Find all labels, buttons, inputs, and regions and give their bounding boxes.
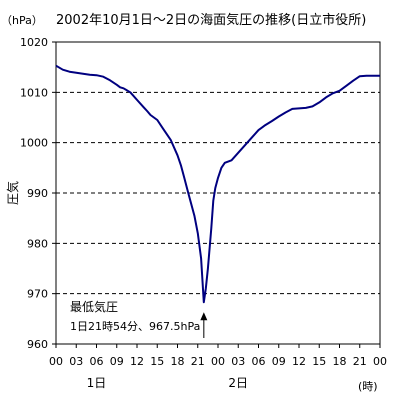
chart-title: 2002年10月1日～2日の海面気圧の推移(日立市役所) [56,12,366,28]
x-tick-label: 09 [110,355,124,368]
x-tick-label: 00 [211,355,225,368]
y-tick-label: 1010 [20,86,48,99]
annotation-line-2: 1日21時54分、967.5hPa [70,320,200,333]
x-tick-label: 21 [353,355,367,368]
day-label: 1日 [87,376,107,390]
pressure-series-line [55,64,380,304]
x-tick-label: 21 [191,355,205,368]
y-tick-label: 970 [27,288,48,301]
x-tick-label: 18 [171,355,185,368]
x-tick-label: 12 [292,355,306,368]
x-tick-label: 06 [252,355,266,368]
x-tick-label: 15 [150,355,164,368]
y-tick-label: 1020 [20,36,48,49]
x-tick-label: 09 [272,355,286,368]
unit-label: （hPa） [1,14,43,27]
y-tick-label: 990 [27,187,48,200]
x-tick-label: 00 [49,355,63,368]
annotation-arrowhead [200,312,208,321]
y-tick-label: 1000 [20,137,48,150]
x-tick-label: 18 [333,355,347,368]
day-label: 2日 [228,376,248,390]
y-tick-label: 960 [27,338,48,351]
y-axis-label: 圧気 [5,181,20,205]
x-tick-label: 06 [90,355,104,368]
x-tick-label: 00 [373,355,387,368]
x-axis-label: (時) [358,380,378,393]
y-tick-label: 980 [27,237,48,250]
annotation-line-1: 最低気圧 [70,299,118,314]
x-tick-label: 03 [231,355,245,368]
x-tick-label: 03 [69,355,83,368]
x-tick-label: 12 [130,355,144,368]
x-tick-label: 15 [312,355,326,368]
